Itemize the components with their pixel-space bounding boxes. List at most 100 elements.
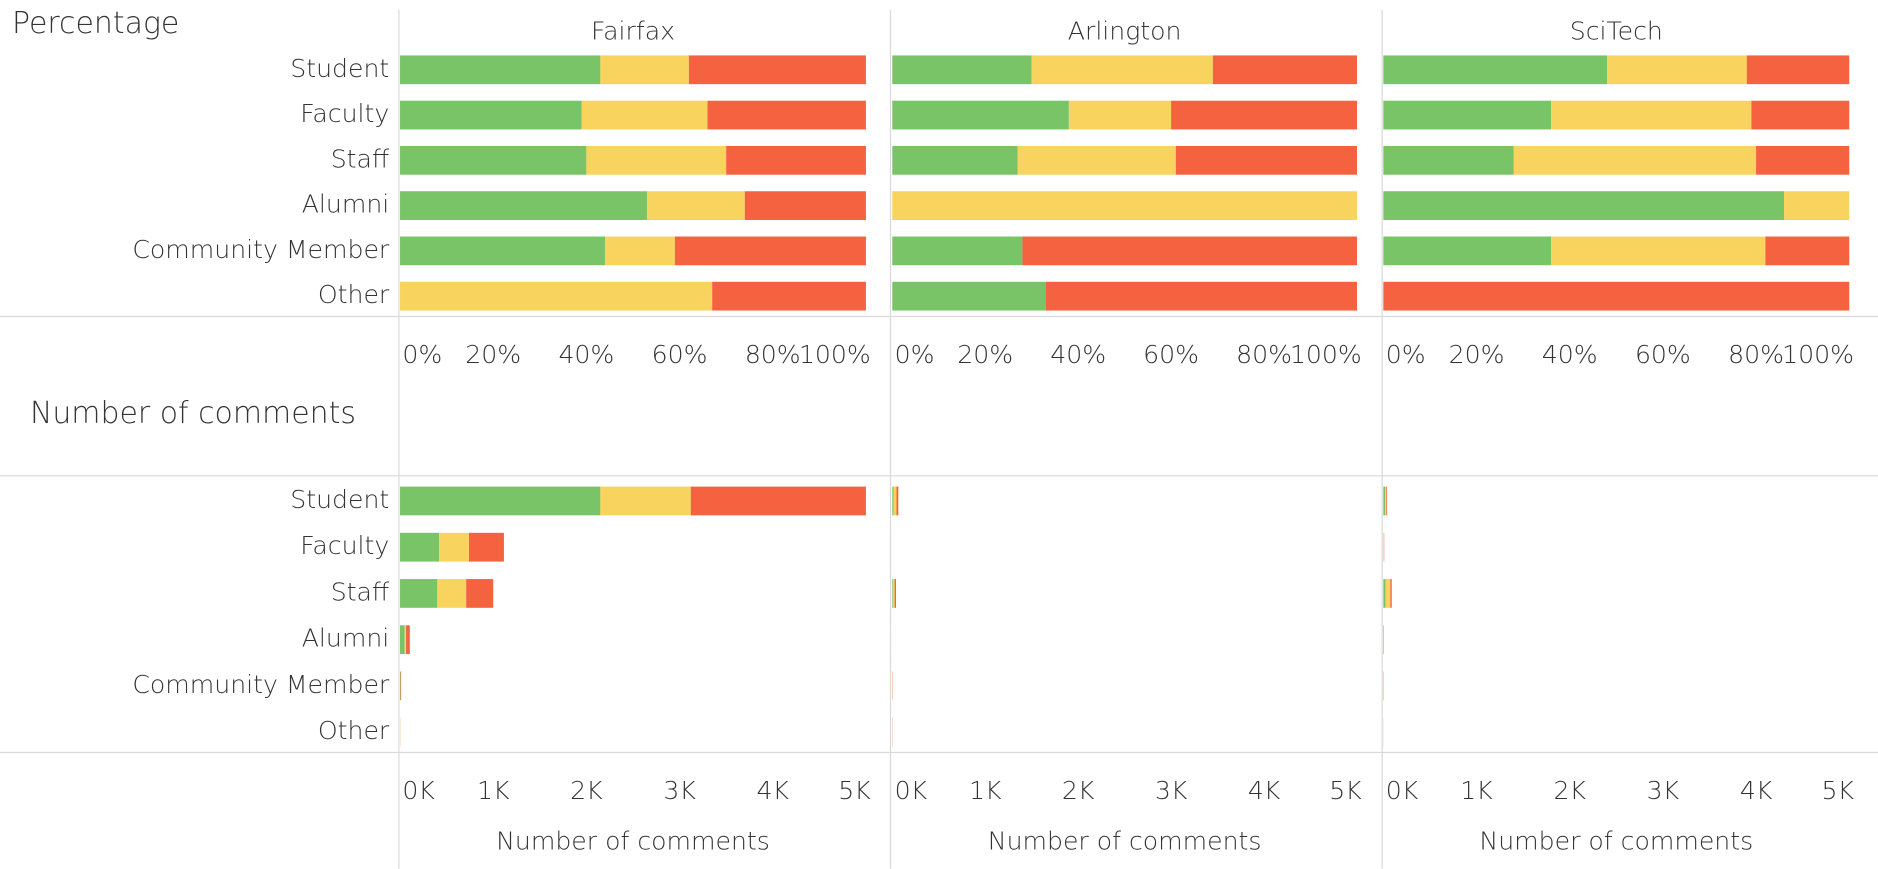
bar-segment (892, 100, 1069, 130)
panel-title: Fairfax (591, 17, 675, 46)
bar-segment (1765, 236, 1850, 266)
x-axis-label: Number of comments (496, 826, 770, 855)
x-tick-label: 60% (652, 340, 708, 369)
x-axis-label: Number of comments (1479, 826, 1753, 855)
panel-title: SciTech (1570, 17, 1663, 46)
y-tick-label: Staff (331, 577, 390, 606)
bar-segment (712, 281, 866, 311)
x-tick-label: 20% (957, 340, 1013, 369)
bar-segment (1383, 145, 1514, 175)
x-tick-label: 5K (1822, 776, 1855, 805)
bar-segment (1212, 55, 1357, 85)
x-tick-label: 2K (570, 776, 603, 805)
y-tick-label: Other (318, 716, 390, 745)
bar-segment (400, 671, 402, 701)
bar-segment (1383, 579, 1386, 608)
bar-segment (1606, 55, 1747, 85)
bar-segment (605, 236, 675, 266)
chart-title: Percentage (12, 6, 179, 41)
bar-segment (744, 191, 866, 220)
bar-segment (674, 236, 866, 266)
bar-segment (1383, 625, 1384, 655)
x-tick-label: 2K (1062, 776, 1095, 805)
x-tick-label: 4K (757, 776, 790, 805)
bar-segment (1784, 191, 1850, 220)
x-tick-label: 3K (1155, 776, 1188, 805)
bar-segment (1746, 55, 1850, 85)
bar-segment (1551, 100, 1752, 130)
x-tick-label: 5K (1329, 776, 1362, 805)
x-tick-label: 40% (1542, 340, 1598, 369)
bar-segment (1385, 486, 1387, 516)
bar-segment (896, 486, 899, 516)
x-tick-label: 4K (1248, 776, 1281, 805)
x-tick-label: 100% (799, 340, 871, 369)
x-tick-label: 40% (1050, 340, 1106, 369)
x-tick-label: 2K (1553, 776, 1586, 805)
x-tick-label: 60% (1635, 340, 1691, 369)
bar-segment (400, 281, 713, 311)
bar-segment (400, 532, 440, 562)
x-tick-label: 60% (1143, 340, 1199, 369)
bar-segment (581, 100, 708, 130)
bar-segment (894, 579, 897, 608)
x-tick-label: 0K (1386, 776, 1419, 805)
bar-segment (892, 236, 1023, 266)
bar-segment (400, 55, 601, 85)
bar-segment (400, 145, 587, 175)
x-tick-label: 0K (402, 776, 435, 805)
bar-segment (690, 486, 866, 516)
bar-segment (1513, 145, 1757, 175)
y-tick-label: Faculty (300, 531, 389, 560)
bar-segment (586, 145, 727, 175)
bar-segment (400, 579, 438, 608)
bar-segment (726, 145, 866, 175)
bar-segment (1383, 236, 1552, 266)
y-tick-label: Alumni (302, 190, 390, 219)
bar-segment (600, 486, 691, 516)
bar-segment (1756, 145, 1850, 175)
bar-segment (688, 55, 866, 85)
bar-segment (1383, 55, 1607, 85)
bar-segment (707, 100, 866, 130)
bar-segment (892, 281, 1046, 311)
bar-segment (1022, 236, 1357, 266)
bar-segment (400, 486, 601, 516)
x-tick-label: 5K (838, 776, 871, 805)
chart-title: Number of comments (30, 396, 356, 431)
x-tick-label: 40% (558, 340, 614, 369)
bar-segment (466, 579, 494, 608)
bar-segment (646, 191, 745, 220)
bar-segment (892, 191, 1357, 220)
x-tick-label: 100% (1290, 340, 1362, 369)
y-tick-label: Other (318, 280, 390, 309)
bar-segment (1171, 100, 1357, 130)
x-tick-label: 80% (745, 340, 801, 369)
y-tick-label: Community Member (132, 670, 390, 699)
bar-segment (400, 625, 405, 655)
y-tick-label: Student (290, 485, 389, 514)
bar-segment (892, 145, 1018, 175)
bar-segment (468, 532, 504, 562)
y-tick-label: Faculty (300, 99, 389, 128)
bar-segment (893, 579, 895, 608)
bar-segment (1386, 486, 1388, 516)
bar-segment (400, 191, 647, 220)
x-tick-label: 1K (1460, 776, 1493, 805)
bar-segment (1031, 55, 1213, 85)
x-tick-label: 1K (969, 776, 1002, 805)
x-tick-label: 3K (663, 776, 696, 805)
bar-segment (1068, 100, 1172, 130)
bar-segment (1383, 486, 1386, 516)
y-tick-label: Staff (331, 144, 390, 173)
bar-segment (400, 236, 606, 266)
bar-segment (1045, 281, 1357, 311)
x-tick-label: 4K (1740, 776, 1773, 805)
x-tick-label: 80% (1236, 340, 1292, 369)
x-tick-label: 0% (1386, 340, 1426, 369)
bar-segment (1383, 100, 1552, 130)
x-tick-label: 0% (402, 340, 442, 369)
y-tick-label: Community Member (132, 235, 390, 264)
x-tick-label: 3K (1647, 776, 1680, 805)
